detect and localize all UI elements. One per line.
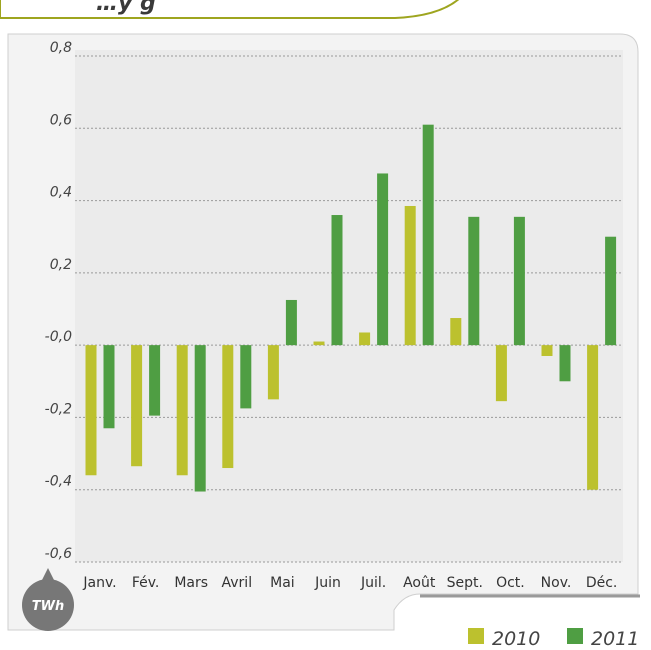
title-tab bbox=[0, 0, 460, 19]
unit-label: TWh bbox=[32, 599, 64, 614]
legend-swatch-2010 bbox=[468, 628, 484, 644]
bar-2011-3 bbox=[194, 345, 206, 492]
bar-2011-8 bbox=[422, 124, 434, 346]
y-tick-label: -0,0 bbox=[45, 329, 72, 345]
x-axis-ticks: Janv. Fév. Mars Avril Mai Juin Juil. Août Sept. O… bbox=[82, 575, 617, 591]
y-tick-label: -0,2 bbox=[45, 401, 72, 417]
bar-2010-4 bbox=[222, 345, 234, 469]
y-tick-label: 0,6 bbox=[50, 112, 72, 128]
x-tick-label: Juin bbox=[314, 575, 341, 591]
bar-2010-8 bbox=[404, 205, 416, 346]
x-tick-label: Nov. bbox=[541, 575, 572, 591]
bar-2010-6 bbox=[313, 341, 325, 346]
x-tick-label: Mars bbox=[174, 575, 208, 591]
bar-2010-1 bbox=[85, 345, 97, 476]
x-tick-label: Mai bbox=[270, 575, 295, 591]
chart-title-fragment: …y g bbox=[96, 0, 156, 16]
bar-2011-4 bbox=[240, 345, 252, 409]
x-tick-label: Avril bbox=[222, 575, 253, 591]
bar-2011-1 bbox=[103, 345, 115, 429]
unit-badge-pointer bbox=[41, 568, 55, 582]
y-tick-label: -0,4 bbox=[45, 474, 72, 490]
x-tick-label: Juil. bbox=[360, 575, 386, 591]
x-tick-label: Fév. bbox=[132, 575, 160, 591]
bar-2011-9 bbox=[468, 216, 480, 346]
bar-2011-5 bbox=[285, 299, 297, 346]
bar-2010-2 bbox=[131, 345, 143, 467]
x-tick-label: Janv. bbox=[82, 575, 116, 591]
bar-2011-7 bbox=[377, 173, 389, 346]
unit-badge-circle bbox=[22, 579, 74, 631]
grid-lines bbox=[75, 55, 623, 563]
x-tick-label: Sept. bbox=[447, 575, 483, 591]
bar-2010-5 bbox=[267, 345, 279, 400]
bar-2011-11 bbox=[559, 345, 571, 382]
y-axis-ticks: 0,8 0,6 0,4 0,2 -0,0 -0,2 -0,4 -0,6 bbox=[45, 40, 72, 562]
bar-2011-2 bbox=[149, 345, 161, 416]
bar-2010-10 bbox=[495, 345, 507, 402]
x-tick-label: Oct. bbox=[496, 575, 525, 591]
bar-2011-12 bbox=[605, 236, 617, 346]
plot-area bbox=[75, 50, 623, 562]
legend-swatch-2011 bbox=[567, 628, 583, 644]
legend-label-2011: 2011 bbox=[591, 628, 639, 650]
x-tick-label: Déc. bbox=[586, 575, 618, 591]
y-tick-label: 0,4 bbox=[50, 185, 72, 201]
bars bbox=[85, 124, 617, 492]
x-tick-label: Août bbox=[403, 575, 436, 591]
bar-2010-12 bbox=[587, 345, 599, 490]
bar-2011-6 bbox=[331, 215, 343, 346]
bar-2010-11 bbox=[541, 345, 553, 356]
legend-label-2010: 2010 bbox=[492, 628, 540, 650]
legend: 2010 2011 bbox=[468, 628, 639, 650]
bar-2010-9 bbox=[450, 318, 462, 346]
y-tick-label: -0,6 bbox=[45, 546, 72, 562]
y-tick-label: 0,8 bbox=[50, 40, 72, 56]
bar-2010-7 bbox=[359, 332, 371, 346]
unit-badge: TWh bbox=[22, 568, 74, 631]
bar-2011-10 bbox=[513, 216, 525, 346]
y-tick-label: 0,2 bbox=[50, 257, 72, 273]
bar-2010-3 bbox=[176, 345, 188, 476]
